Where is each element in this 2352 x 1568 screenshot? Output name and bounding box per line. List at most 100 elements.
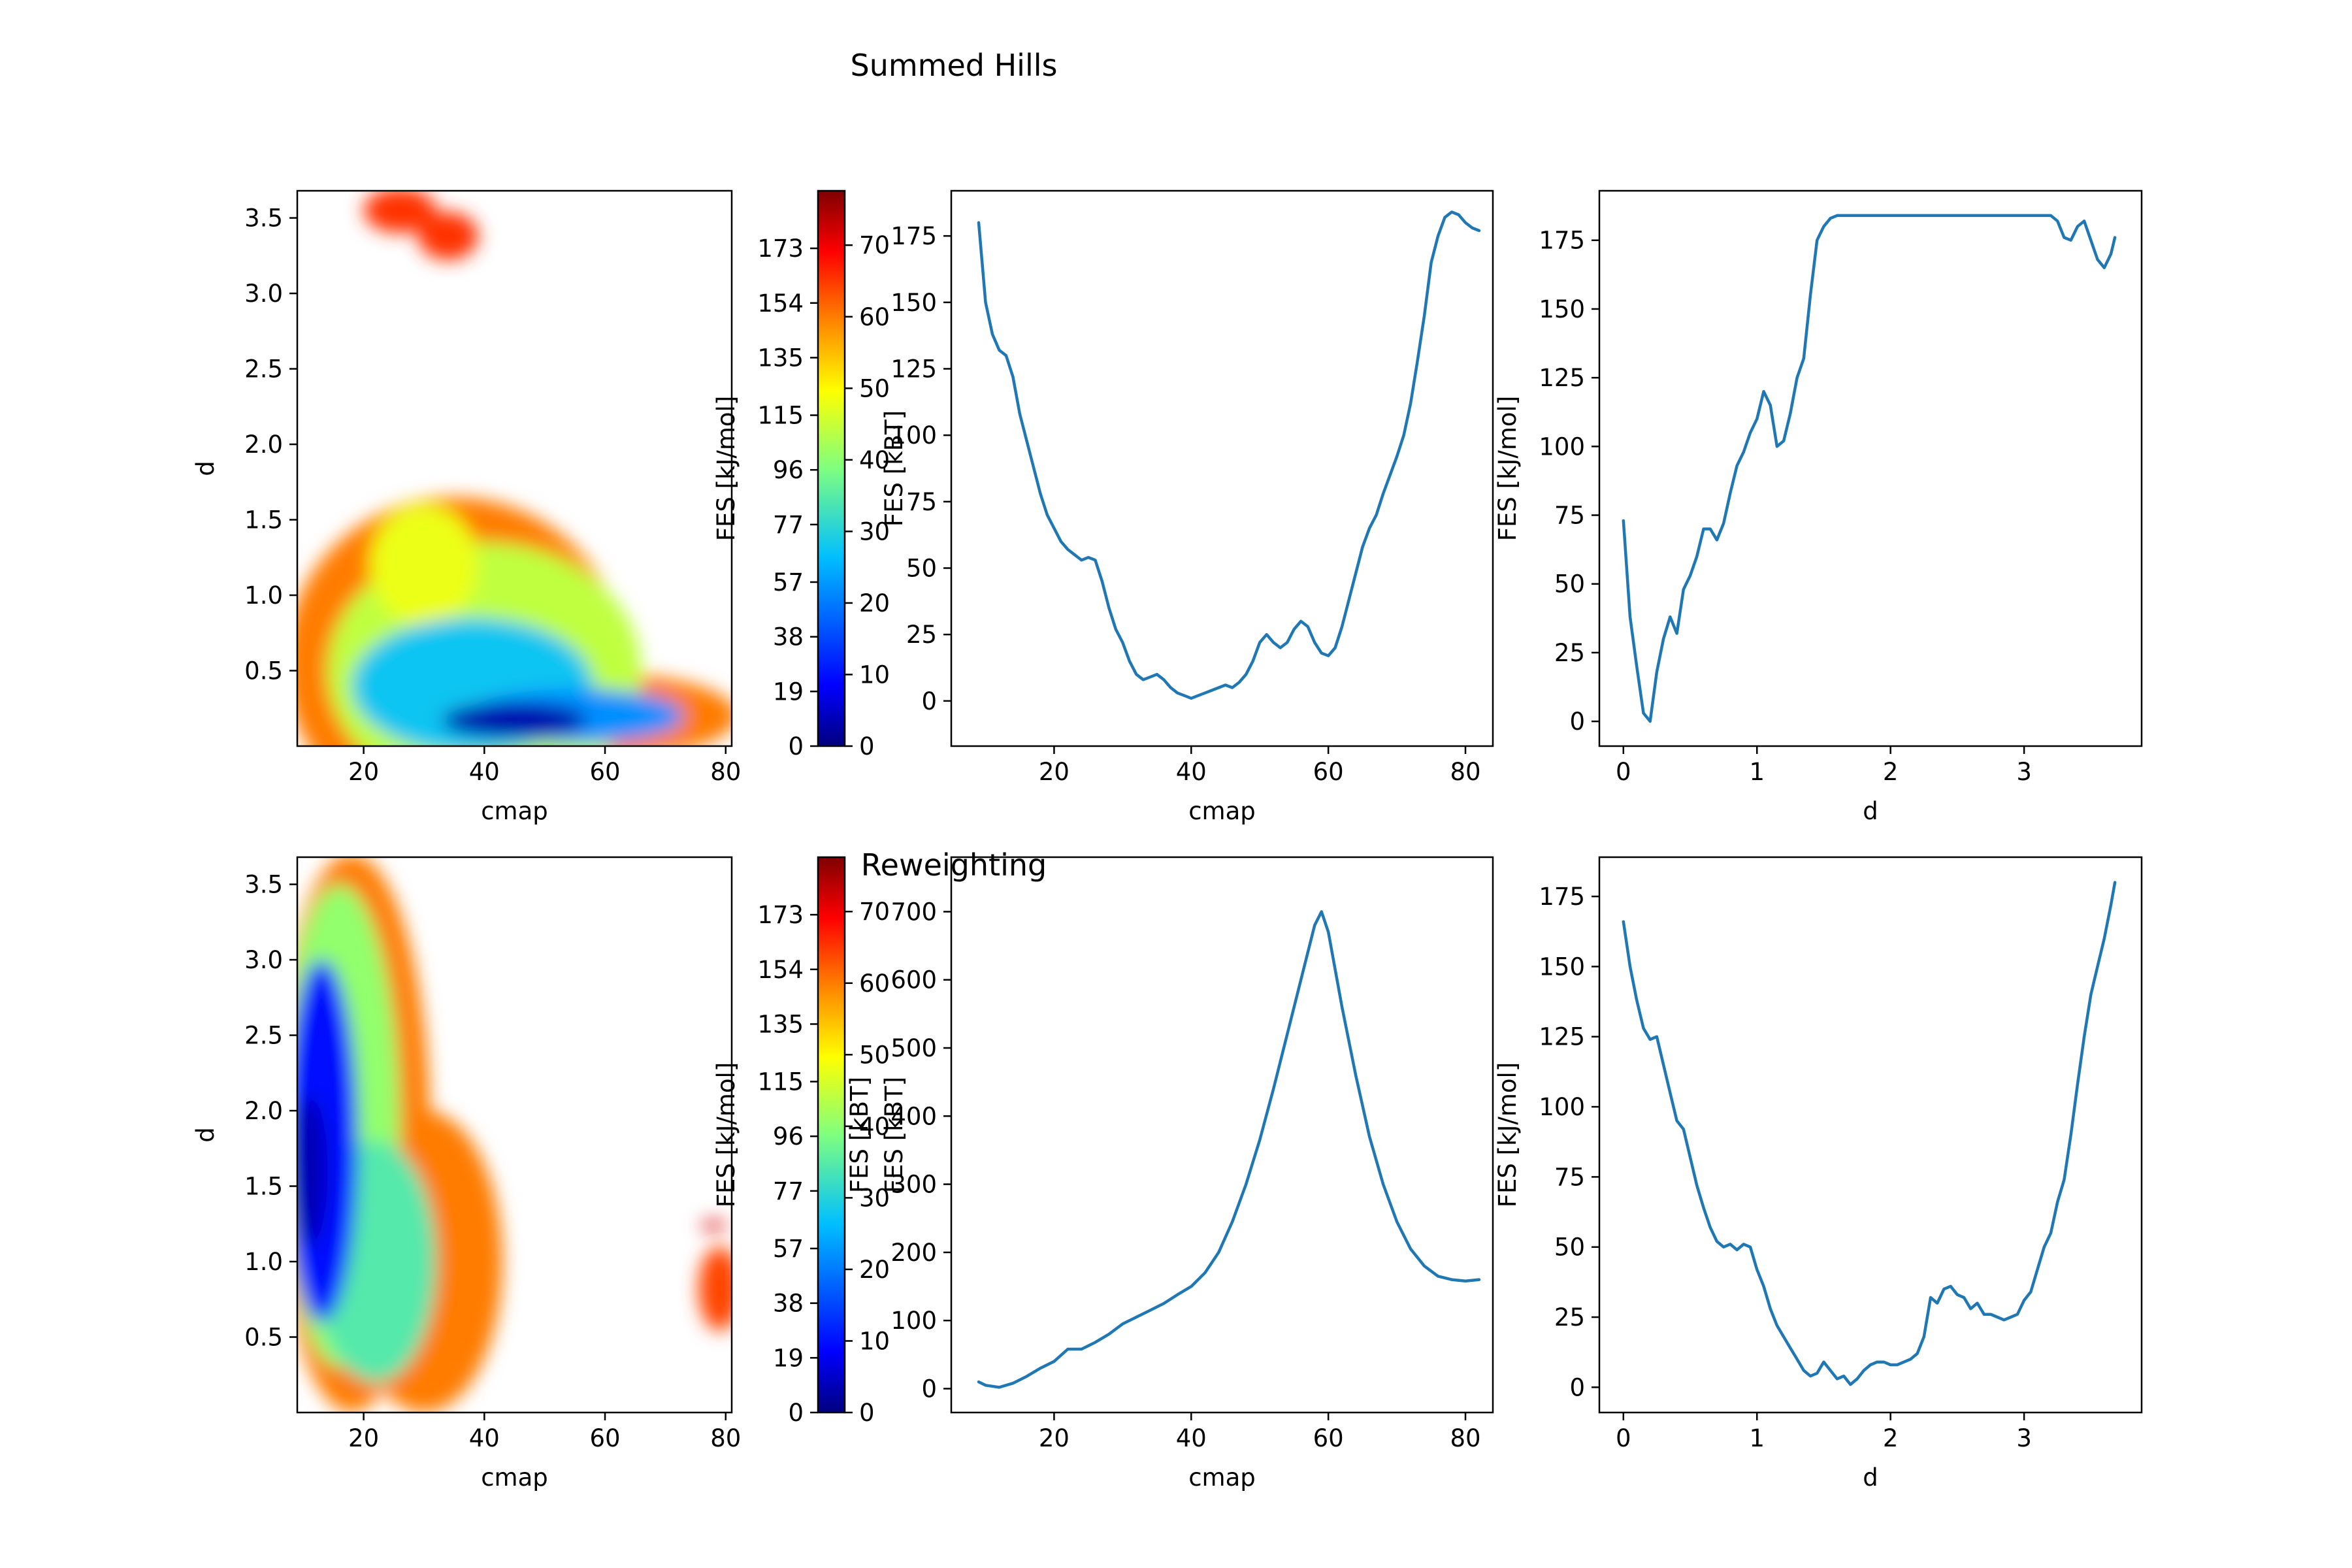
colorbar-left-tick-label: 173	[757, 235, 804, 263]
x-tick-label: 80	[1450, 1424, 1480, 1452]
colorbar-left-tick-label: 0	[788, 1399, 804, 1427]
colorbar-right-tick-label: 20	[859, 1256, 890, 1284]
y-axis-label: FES [kJ/mol]	[1494, 1062, 1522, 1208]
axes-frame	[296, 856, 733, 1414]
colorbar-left-label: FES [kJ/mol]	[712, 396, 740, 542]
y-tick-label: 75	[906, 488, 937, 516]
y-tick-label: 125	[1539, 1023, 1585, 1051]
x-tick-label: 80	[1450, 758, 1480, 786]
x-tick-label: 0	[1616, 758, 1631, 786]
y-tick-label: 1.5	[244, 506, 283, 534]
y-tick-label: 0	[921, 1375, 937, 1403]
y-axis-label: FES [kJ/mol]	[1494, 396, 1522, 542]
y-tick-label: 0.5	[244, 657, 283, 685]
y-tick-label: 1.0	[244, 581, 283, 610]
y-tick-label: 2.0	[244, 431, 283, 459]
y-tick-label: 1.5	[244, 1173, 283, 1201]
y-tick-label: 500	[890, 1034, 937, 1062]
fes-region	[417, 212, 479, 261]
colorbar-right-tick-label: 40	[859, 446, 890, 474]
y-tick-label: 3.5	[244, 871, 283, 899]
colorbar-right-tick-label: 10	[859, 661, 890, 689]
x-tick-label: 40	[1176, 758, 1207, 786]
colorbar-right-label: FES [kBT]	[880, 1077, 908, 1193]
y-tick-label: 3.0	[244, 280, 283, 308]
colorbar-left-tick-label: 96	[773, 1122, 804, 1151]
fes-region	[442, 702, 587, 739]
panel-top-colorbar: 0 19 38 57 77 96 115 135 154 173 0 10 20 30 40 50 60 70 FE…	[712, 189, 908, 760]
x-tick-label: 60	[1313, 758, 1344, 786]
colorbar-right-tick-label: 70	[859, 898, 890, 926]
colorbar-right-tick-label: 0	[859, 1399, 875, 1427]
fes-surface	[297, 857, 732, 1413]
fes-curve	[977, 910, 1481, 1389]
x-axis-label: cmap	[1188, 1463, 1256, 1492]
y-tick-label: 100	[890, 1307, 937, 1335]
y-tick-label: 2.5	[244, 1022, 283, 1050]
fes-region	[363, 191, 436, 233]
colorbar-left-tick-label: 135	[757, 1010, 804, 1038]
subplot-grid: 20 40 60 800.51.01.52.02.53.03.5cmapd019385…	[191, 189, 2143, 1492]
y-tick-label: 150	[1539, 953, 1585, 981]
colorbar-left-tick-label: 38	[773, 623, 804, 651]
colorbar-right-tick-label: 60	[859, 970, 890, 998]
y-tick-label: 100	[1539, 1093, 1585, 1121]
x-tick-label: 20	[1039, 758, 1070, 786]
y-tick-label: 400	[890, 1102, 937, 1130]
colorbar-gradient	[818, 191, 845, 746]
y-tick-label: 0.5	[244, 1324, 283, 1352]
panel-bottom-d-1d: 0 1 2 3 0 25 50 75 100 125 150 175 d FES [kJ/mol]	[1494, 856, 2143, 1492]
y-tick-label: 300	[890, 1171, 937, 1199]
axes-frame	[296, 189, 733, 747]
y-tick-label: 150	[1539, 295, 1585, 323]
x-tick-label: 2	[1883, 758, 1899, 786]
y-tick-label: 50	[1554, 1233, 1585, 1262]
x-axis-label: d	[1863, 1463, 1878, 1492]
y-tick-label: 100	[890, 421, 937, 449]
panel-top-2d: 20 40 60 80 0.5 1.0 1.5 2.0 2.5 3.0 3.5 cmap d	[191, 189, 741, 825]
y-tick-label: 50	[1554, 570, 1585, 598]
x-tick-label: 80	[710, 1424, 741, 1452]
x-tick-label: 60	[1313, 1424, 1344, 1452]
colorbar-left-tick-label: 154	[757, 956, 804, 984]
x-axis-label: d	[1863, 797, 1878, 825]
y-tick-label: 600	[890, 966, 937, 994]
y-tick-label: 75	[1554, 502, 1585, 530]
axes-frame	[950, 856, 1494, 1414]
colorbar-left-label: FES [kJ/mol]	[712, 1062, 740, 1208]
fes-region	[698, 1246, 732, 1331]
colorbar-right-tick-label: 50	[859, 1041, 890, 1069]
y-tick-label: 3.5	[244, 204, 283, 233]
colorbar-left-tick-label: 19	[773, 1344, 804, 1372]
x-axis-label: cmap	[481, 797, 548, 825]
x-axis-label: cmap	[1188, 797, 1256, 825]
colorbar-left-tick-label: 0	[788, 732, 804, 760]
figure-title-reweighting: Reweighting	[861, 847, 1047, 883]
colorbar-left-tick-label: 115	[757, 402, 804, 430]
x-tick-label: 20	[1039, 1424, 1070, 1452]
colorbar-right-tick-label: 60	[859, 303, 890, 331]
x-tick-label: 20	[348, 758, 379, 786]
fes-curve	[977, 210, 1481, 700]
x-tick-label: 3	[2016, 1424, 2032, 1452]
y-tick-label: 125	[1539, 364, 1585, 392]
x-tick-label: 40	[1176, 1424, 1207, 1452]
x-tick-label: 20	[348, 1424, 379, 1452]
figure-title-summed-hills: Summed Hills	[851, 48, 1058, 83]
panel-top-d-1d: 0 1 2 3 0 25 50 75 100 125 150 175 d FES [kJ/mol]	[1494, 189, 2143, 825]
colorbar-left-tick-label: 154	[757, 289, 804, 318]
fes-surface	[297, 191, 732, 746]
y-tick-label: 175	[1539, 883, 1585, 911]
x-axis-label: cmap	[481, 1463, 548, 1492]
y-tick-label: 150	[890, 289, 937, 317]
y-tick-label: 200	[890, 1239, 937, 1267]
y-tick-label: 3.0	[244, 946, 283, 974]
colorbar-right-tick-label: 0	[859, 732, 875, 760]
colorbar-right-tick-label: 30	[859, 1184, 890, 1212]
fes-region	[700, 1220, 727, 1230]
y-tick-label: 0	[1569, 708, 1585, 736]
colorbar-left-tick-label: 57	[773, 1235, 804, 1263]
fes-region	[369, 504, 479, 626]
